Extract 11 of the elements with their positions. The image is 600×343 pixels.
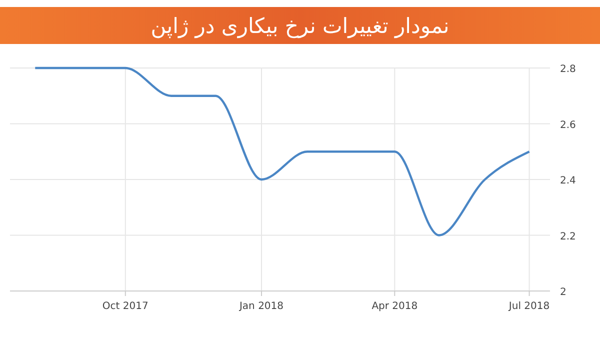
x-tick-label: Jan 2018 — [238, 301, 284, 312]
x-tick-label: Apr 2018 — [372, 301, 418, 312]
x-tick-label: Jul 2018 — [508, 301, 550, 312]
chart-title: نمودار تغییرات نرخ بیکاری در ژاپن — [150, 14, 450, 39]
y-tick-label: 2.4 — [560, 176, 576, 186]
line-series — [34, 66, 530, 236]
y-tick-label: 2.2 — [560, 231, 576, 242]
y-tick-label: 2.6 — [560, 120, 576, 131]
y-tick-label: 2.8 — [560, 64, 576, 75]
x-tick-label: Oct 2017 — [102, 301, 148, 312]
y-tick-label: 2 — [560, 287, 566, 298]
